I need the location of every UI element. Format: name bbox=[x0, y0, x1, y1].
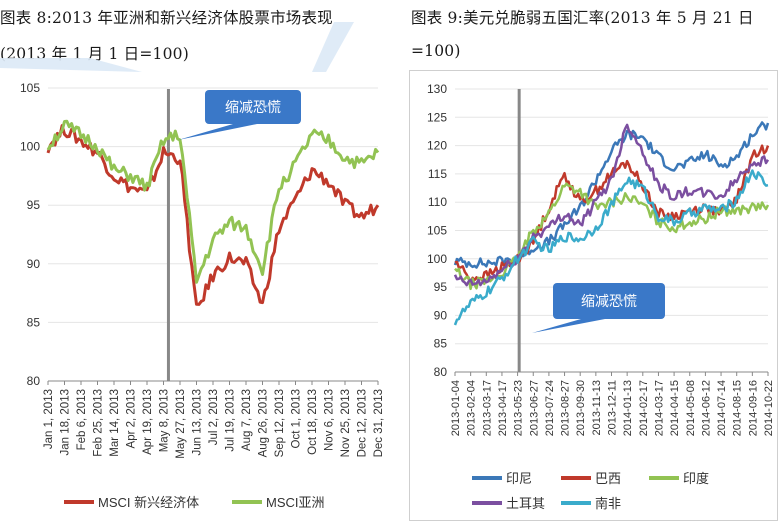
right-chart-series-line bbox=[453, 169, 769, 326]
right-chart-ytick-label: 130 bbox=[427, 82, 447, 96]
right-chart-xtick-label: 2013-05-23 bbox=[513, 380, 525, 436]
left-chart-ytick-label: 105 bbox=[20, 81, 40, 95]
right-chart-xtick-label: 2014-05-08 bbox=[685, 380, 697, 436]
right-chart-ytick-label: 125 bbox=[427, 110, 447, 124]
left-chart-xtick-label: Aug 26, 2013 bbox=[258, 389, 270, 457]
left-chart-xtick-label: Jul 2, 2013 bbox=[208, 389, 220, 445]
right-chart-legend-label: 印度 bbox=[683, 471, 709, 486]
left-chart-ytick-label: 100 bbox=[20, 140, 40, 154]
left-chart-xtick-label: Jun 13, 2013 bbox=[192, 389, 204, 456]
left-chart-callout-box bbox=[205, 90, 301, 124]
right-chart-callout-box bbox=[553, 283, 665, 319]
left-chart-xtick-label: Sep 12, 2013 bbox=[274, 389, 286, 457]
right-chart-xtick-label: 2014-09-16 bbox=[747, 380, 759, 436]
left-title-highlight bbox=[0, 58, 142, 72]
right-chart-xtick-label: 2014-10-22 bbox=[763, 380, 775, 436]
right-chart-series-line bbox=[453, 123, 770, 287]
left-chart-xtick-label: Feb 6, 2013 bbox=[76, 389, 88, 450]
right-chart-xtick-label: 2014-03-17 bbox=[653, 380, 665, 436]
right-chart-xtick-label: 2014-06-12 bbox=[700, 380, 712, 436]
left-chart-series-line bbox=[46, 119, 380, 284]
right-chart-legend-label: 印尼 bbox=[506, 471, 532, 486]
right-chart-xtick-label: 2014-04-15 bbox=[669, 380, 681, 436]
right-chart-xtick-label: 2014-08-15 bbox=[732, 380, 744, 436]
left-chart-title: 图表 8:2013 年亚洲和新兴经济体股票市场表现 bbox=[0, 9, 333, 27]
right-chart-ytick-label: 85 bbox=[434, 337, 448, 351]
right-chart-xtick-label: 2013-04-17 bbox=[497, 380, 509, 436]
left-chart-xtick-label: Nov 6, 2013 bbox=[324, 389, 336, 451]
left-chart-xtick-label: Aug 7, 2013 bbox=[241, 389, 253, 451]
left-chart-ytick-label: 80 bbox=[27, 374, 41, 388]
right-chart-ytick-label: 80 bbox=[434, 365, 448, 379]
left-chart-callout-pointer bbox=[178, 124, 257, 140]
right-chart-xtick-label: 2013-02-04 bbox=[466, 380, 478, 436]
left-chart-xtick-label: Jan 18, 2013 bbox=[60, 389, 72, 456]
right-chart-xtick-label: 2013-06-27 bbox=[528, 380, 540, 436]
right-chart-ytick-label: 115 bbox=[428, 167, 447, 181]
left-chart-legend-label: MSCI亚洲 bbox=[266, 495, 325, 510]
right-chart-callout-pointer bbox=[532, 319, 605, 333]
left-chart-xtick-label: Apr 2, 2013 bbox=[126, 389, 138, 448]
right-chart-xtick-label: 2014-07-14 bbox=[716, 380, 728, 436]
right-chart-xtick-label: 2014-02-17 bbox=[638, 380, 650, 436]
left-chart-xtick-label: Apr 19, 2013 bbox=[142, 389, 154, 455]
right-chart-xtick-label: 2013-12-11 bbox=[607, 380, 619, 435]
right-chart-legend-label: 巴西 bbox=[595, 471, 621, 486]
left-chart-ytick-label: 90 bbox=[27, 257, 41, 271]
left-chart-ytick-label: 95 bbox=[27, 198, 41, 212]
right-chart-legend-label: 南非 bbox=[595, 496, 621, 511]
left-chart-xtick-label: Jul 19, 2013 bbox=[225, 389, 237, 452]
left-chart-legend-label: MSCI 新兴经济体 bbox=[98, 495, 199, 510]
right-chart-ytick-label: 95 bbox=[434, 280, 448, 294]
right-chart-xtick-label: 2013-09-30 bbox=[575, 380, 587, 436]
right-chart-ytick-label: 100 bbox=[427, 252, 447, 266]
left-chart-xtick-label: Feb 25, 2013 bbox=[93, 389, 105, 457]
right-chart-ytick-label: 120 bbox=[427, 139, 447, 153]
right-chart-subtitle: =100) bbox=[411, 42, 461, 60]
left-chart-xtick-label: Mar 14, 2013 bbox=[109, 389, 121, 457]
right-chart-xtick-label: 2013-07-24 bbox=[544, 380, 556, 436]
left-chart-xtick-label: Oct 18, 2013 bbox=[307, 389, 319, 455]
left-chart-xtick-label: Oct 1, 2013 bbox=[291, 389, 303, 448]
right-chart-ytick-label: 110 bbox=[428, 195, 447, 209]
left-chart-xtick-label: Nov 25, 2013 bbox=[340, 389, 352, 457]
right-chart-callout-label: 缩减恐慌 bbox=[581, 293, 637, 309]
left-chart-callout-label: 缩减恐慌 bbox=[225, 99, 281, 115]
right-chart-ytick-label: 105 bbox=[427, 224, 447, 238]
left-chart-xtick-label: Jan 1, 2013 bbox=[43, 389, 55, 449]
right-chart-series-line bbox=[454, 182, 770, 291]
right-chart-xtick-label: 2013-01-04 bbox=[450, 380, 462, 436]
left-chart-series-line bbox=[46, 124, 380, 306]
left-title-pointer bbox=[312, 22, 354, 72]
left-chart-xtick-label: May 27, 2013 bbox=[175, 389, 187, 459]
right-chart-ytick-label: 90 bbox=[434, 308, 448, 322]
right-chart-xtick-label: 2014-01-13 bbox=[622, 380, 634, 436]
right-chart-series-line bbox=[453, 121, 770, 269]
left-chart-xtick-label: Dec 31, 2013 bbox=[373, 389, 385, 457]
left-chart-xtick-label: Dec 12, 2013 bbox=[357, 389, 369, 457]
left-chart-xtick-label: May 8, 2013 bbox=[159, 389, 171, 452]
left-chart-ytick-label: 85 bbox=[27, 315, 41, 329]
right-chart-frame bbox=[409, 70, 778, 521]
right-chart-xtick-label: 2013-08-27 bbox=[560, 380, 572, 436]
right-chart-xtick-label: 2013-11-13 bbox=[591, 380, 603, 435]
right-chart-legend-label: 土耳其 bbox=[506, 496, 545, 511]
right-chart-title: 图表 9:美元兑脆弱五国汇率(2013 年 5 月 21 日 bbox=[411, 9, 754, 27]
right-chart-xtick-label: 2013-03-17 bbox=[481, 380, 493, 436]
